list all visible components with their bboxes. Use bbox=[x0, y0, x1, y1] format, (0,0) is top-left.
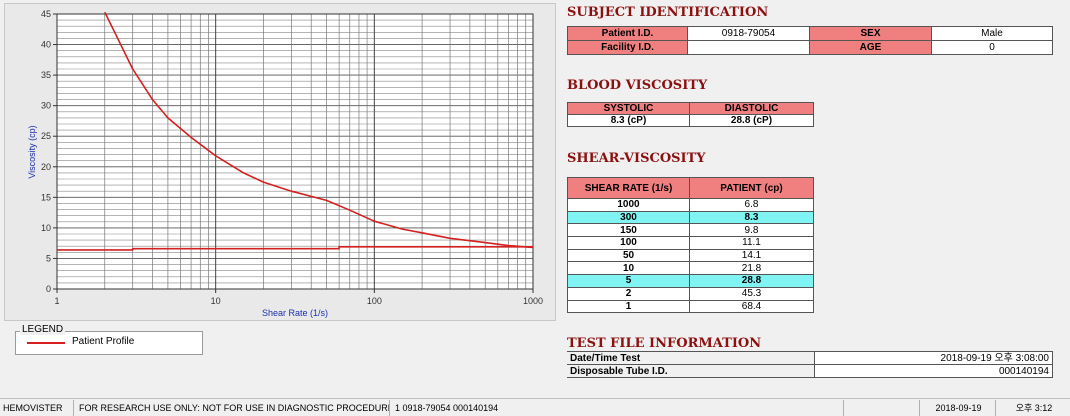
x-tick-label: 100 bbox=[367, 296, 382, 306]
shear-rate-cell: 50 bbox=[567, 248, 690, 263]
patient-cp-cell: 21.8 bbox=[689, 261, 814, 276]
plot-frame bbox=[56, 13, 534, 290]
patient-cp-cell: 6.8 bbox=[689, 198, 814, 212]
legend-swatch bbox=[27, 342, 65, 344]
viscosity-chart: 0 5 10 15 20 25 30 35 40 45 1 10 100 1000 Viscosity (… bbox=[27, 9, 543, 318]
y-tick-label: 0 bbox=[46, 284, 51, 294]
systolic-label: SYSTOLIC bbox=[567, 102, 690, 115]
disposable-tube-id-label: Disposable Tube I.D. bbox=[567, 364, 815, 378]
shear-rate-cell: 5 bbox=[567, 274, 690, 288]
subject-table: Patient I.D. 0918-79054 SEX Male Facilit… bbox=[567, 26, 1053, 55]
patient-cp-cell: 68.4 bbox=[689, 299, 814, 314]
baseline-line bbox=[57, 246, 533, 251]
legend-title: LEGEND bbox=[20, 324, 66, 335]
table-row: 1 68.4 bbox=[567, 299, 814, 314]
datetime-test-value: 2018-09-19 오후 3:08:00 bbox=[814, 351, 1053, 365]
shear-viscosity-table: SHEAR RATE (1/s) PATIENT (cp) 1000 6.8 300… bbox=[567, 177, 814, 314]
x-axis-title: Shear Rate (1/s) bbox=[262, 308, 328, 318]
patient-cp-cell: 14.1 bbox=[689, 248, 814, 263]
status-research-notice: FOR RESEARCH USE ONLY: NOT FOR USE IN DI… bbox=[76, 400, 390, 416]
table-row: 300 8.3 bbox=[567, 210, 814, 225]
sex-label: SEX bbox=[809, 26, 932, 41]
shear-viscosity-title: SHEAR-VISCOSITY bbox=[567, 151, 706, 166]
y-tick-label: 15 bbox=[41, 192, 51, 202]
test-file-table: Date/Time Test 2018-09-19 오후 3:08:00 Dis… bbox=[567, 351, 1053, 378]
plot-area bbox=[57, 14, 533, 289]
shear-rate-cell: 2 bbox=[567, 286, 690, 301]
shear-rate-header: SHEAR RATE (1/s) bbox=[567, 177, 690, 199]
subject-identification-title: SUBJECT IDENTIFICATION bbox=[567, 5, 769, 20]
y-tick-label: 45 bbox=[41, 9, 51, 19]
shear-rate-cell: 1000 bbox=[567, 198, 690, 212]
status-record-ids: 1 0918-79054 000140194 bbox=[392, 400, 844, 416]
y-tick-label: 30 bbox=[41, 101, 51, 111]
blood-viscosity-table: SYSTOLIC DIASTOLIC 8.3 (cP) 28.8 (cP) bbox=[567, 102, 814, 127]
patient-cp-cell: 45.3 bbox=[689, 286, 814, 301]
legend-item-label: Patient Profile bbox=[72, 336, 135, 347]
table-row: 2 45.3 bbox=[567, 286, 814, 301]
status-time: 오후 3:12 bbox=[1015, 403, 1053, 413]
age-label: AGE bbox=[809, 40, 932, 55]
patient-cp-cell: 11.1 bbox=[689, 236, 814, 250]
systolic-value: 8.3 (cP) bbox=[567, 114, 690, 127]
diastolic-label: DIASTOLIC bbox=[689, 102, 814, 115]
test-file-information-title: TEST FILE INFORMATION bbox=[567, 336, 762, 351]
y-tick-label: 25 bbox=[41, 131, 51, 141]
shear-rate-cell: 10 bbox=[567, 261, 690, 276]
table-row: 5 28.8 bbox=[567, 274, 814, 288]
status-date: 2018-09-19 bbox=[922, 400, 996, 416]
y-tick-label: 5 bbox=[46, 253, 51, 263]
status-bar: HEMOVISTER FOR RESEARCH USE ONLY: NOT FO… bbox=[0, 398, 1070, 416]
y-tick-label: 40 bbox=[41, 40, 51, 50]
table-row: 150 9.8 bbox=[567, 223, 814, 238]
table-row: 50 14.1 bbox=[567, 248, 814, 263]
disposable-tube-id-value: 000140194 bbox=[814, 364, 1053, 378]
patient-cp-cell: 28.8 bbox=[689, 274, 814, 288]
patient-cp-header: PATIENT (cp) bbox=[689, 177, 814, 199]
patient-cp-cell: 9.8 bbox=[689, 223, 814, 238]
blood-viscosity-title: BLOOD VISCOSITY bbox=[567, 78, 708, 93]
y-tick-label: 10 bbox=[41, 223, 51, 233]
facility-id-value bbox=[687, 40, 810, 55]
y-axis-title: Viscosity (cp) bbox=[27, 125, 37, 178]
status-app-name: HEMOVISTER bbox=[0, 400, 74, 416]
x-tick-label: 1 bbox=[54, 296, 59, 306]
patient-cp-cell: 8.3 bbox=[689, 210, 814, 225]
age-value: 0 bbox=[931, 40, 1053, 55]
diastolic-value: 28.8 (cP) bbox=[689, 114, 814, 127]
datetime-test-label: Date/Time Test bbox=[567, 351, 815, 365]
facility-id-label: Facility I.D. bbox=[567, 40, 688, 55]
table-row: 100 11.1 bbox=[567, 236, 814, 250]
shear-rate-cell: 1 bbox=[567, 299, 690, 314]
patient-profile-line bbox=[104, 11, 534, 249]
table-row: 1000 6.8 bbox=[567, 198, 814, 212]
shear-rate-cell: 300 bbox=[567, 210, 690, 225]
x-tick-label: 1000 bbox=[523, 296, 543, 306]
shear-rate-cell: 150 bbox=[567, 223, 690, 238]
status-blank bbox=[846, 400, 920, 416]
sex-value: Male bbox=[931, 26, 1053, 41]
y-tick-label: 20 bbox=[41, 162, 51, 172]
viscosity-chart-panel: 0 5 10 15 20 25 30 35 40 45 1 10 100 1000 Viscosity (… bbox=[4, 3, 556, 321]
patient-id-label: Patient I.D. bbox=[567, 26, 688, 41]
x-tick-label: 10 bbox=[211, 296, 221, 306]
table-row: 10 21.8 bbox=[567, 261, 814, 276]
patient-id-value: 0918-79054 bbox=[687, 26, 810, 41]
y-tick-label: 35 bbox=[41, 70, 51, 80]
shear-rate-cell: 100 bbox=[567, 236, 690, 250]
